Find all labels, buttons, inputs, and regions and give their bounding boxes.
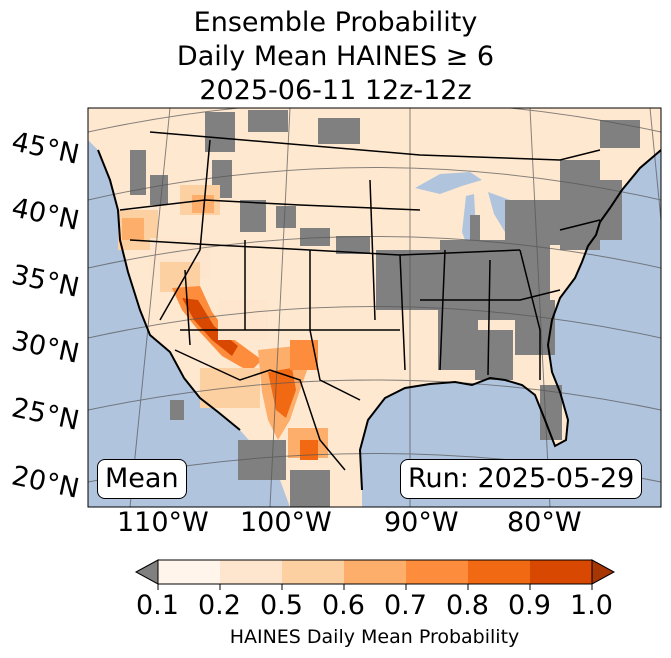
map-frame-content [88,108,661,507]
colorbar-over-arrow [591,559,616,585]
colorbar-bin-2 [282,560,344,584]
title-line-3: 2025-06-11 12z-12z [199,75,472,106]
state-borders [119,131,601,471]
colorbar-bin-0 [158,560,220,584]
lake-superior [415,172,482,194]
colorbar-bin-1 [220,560,282,584]
lon-label-80w: 80°W [507,507,582,538]
run-date-label: Run: 2025-05-29 [400,459,643,499]
colorbar-bin-6 [530,560,592,584]
colorbar-tick-3: 0.6 [322,590,365,621]
colorbar [134,559,616,590]
colorbar-under-arrow [134,559,159,585]
colorbar-tick-5: 0.8 [446,590,489,621]
colorbar-tick-7: 1.0 [570,590,613,621]
colorbar-bin-3 [344,560,406,584]
mean-label: Mean [97,459,187,499]
colorbar-tick-6: 0.9 [508,590,551,621]
lon-label-90w: 90°W [384,507,459,538]
colorbar-tick-0: 0.1 [136,590,179,621]
colorbar-bin-4 [406,560,468,584]
title-line-2: Daily Mean HAINES ≥ 6 [176,41,495,72]
lon-label-100w: 100°W [240,507,332,538]
colorbar-tick-4: 0.7 [384,590,427,621]
map-frame [87,107,662,508]
high-probability-areas [118,185,328,460]
colorbar-tick-1: 0.2 [198,590,241,621]
low-probability-areas [130,110,640,507]
colorbar-tick-2: 0.5 [260,590,303,621]
coastline [97,149,661,491]
lon-label-110w: 110°W [117,507,209,538]
colorbar-bin-5 [468,560,530,584]
colorbar-label: HAINES Daily Mean Probability [229,626,520,648]
title-line-1: Ensemble Probability [193,7,478,38]
